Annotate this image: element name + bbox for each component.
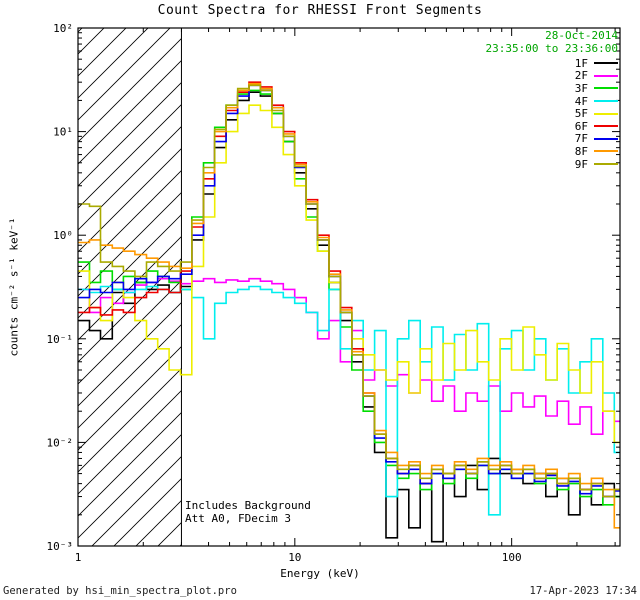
legend-swatch: [594, 100, 618, 103]
generator-credit: Generated by hsi_min_spectra_plot.pro: [3, 585, 237, 597]
legend-swatch: [594, 87, 618, 90]
legend-label: 2F: [574, 69, 588, 83]
observation-datetime: 28-Oct-2014 23:35:00 to 23:36:00: [486, 29, 618, 55]
y-axis-label: counts cm⁻² s⁻¹ keV⁻¹: [7, 217, 21, 357]
x-axis-label: Energy (keV): [280, 567, 360, 580]
observation-date: 28-Oct-2014: [545, 29, 618, 42]
legend-item-8f: 8F: [575, 145, 618, 158]
y-tick-label: 10²: [53, 22, 73, 35]
legend-item-3f: 3F: [575, 82, 618, 95]
legend-swatch: [594, 112, 618, 115]
y-tick-label: 10⁻²: [47, 436, 74, 449]
legend: 1F 2F 3F 4F 5F 6F 7F 8F 9F: [574, 57, 618, 171]
legend-label: 6F: [574, 119, 588, 133]
x-tick-label: 1: [75, 551, 82, 564]
legend-label: 7F: [574, 132, 588, 146]
legend-swatch: [594, 137, 618, 140]
hatched-exclusion-region: [78, 28, 182, 546]
y-tick-label: 10¹: [53, 126, 73, 139]
plot-title: Count Spectra for RHESSI Front Segments: [157, 3, 483, 18]
legend-item-6f: 6F: [575, 120, 618, 133]
legend-swatch: [594, 74, 618, 77]
legend-label: 8F: [574, 144, 588, 158]
legend-label: 4F: [574, 94, 588, 108]
legend-label: 9F: [574, 157, 588, 171]
legend-label: 5F: [574, 107, 588, 121]
legend-swatch: [594, 125, 618, 128]
legend-item-1f: 1F: [575, 57, 618, 70]
legend-item-7f: 7F: [574, 132, 618, 146]
plot-frame: [77, 27, 621, 547]
y-tick-label: 10⁻¹: [47, 333, 74, 346]
legend-label: 1F: [574, 56, 588, 70]
y-tick-label: 10⁻³: [47, 540, 74, 553]
y-tick-label: 10⁰: [53, 229, 73, 242]
legend-swatch: [594, 62, 618, 65]
legend-label: 3F: [574, 81, 588, 95]
legend-item-5f: 5F: [575, 107, 618, 120]
series-9f: [78, 84, 620, 498]
legend-item-4f: 4F: [575, 95, 618, 108]
x-tick-label: 100: [502, 551, 522, 564]
observation-time-range: 23:35:00 to 23:36:00: [485, 42, 618, 55]
annotation-includes-background: Includes Background: [185, 499, 311, 512]
series-group: [78, 81, 620, 543]
legend-item-2f: 2F: [574, 69, 618, 83]
legend-swatch: [594, 150, 618, 153]
x-tick-label: 10: [288, 551, 301, 564]
legend-item-9f: 9F: [575, 158, 618, 171]
render-timestamp: 17-Apr-2023 17:34: [529, 585, 637, 597]
annotation-attenuator-decimation: Att A0, FDecim 3: [185, 512, 291, 525]
legend-swatch: [594, 163, 618, 166]
